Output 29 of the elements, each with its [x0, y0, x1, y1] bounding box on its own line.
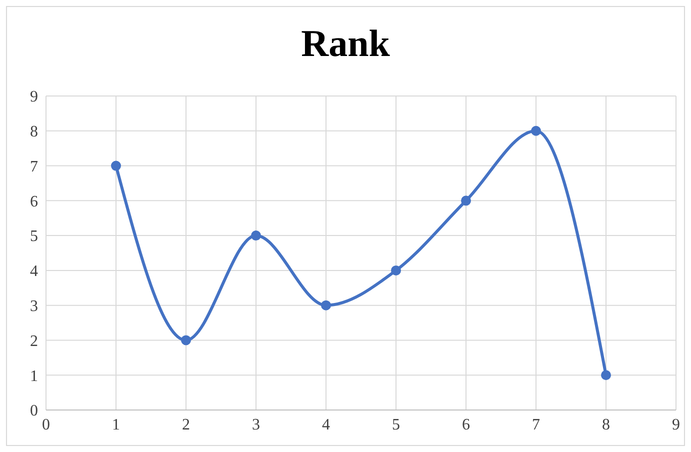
- y-tick-label: 4: [30, 263, 38, 280]
- point: [531, 126, 541, 136]
- y-tick-label: 1: [30, 368, 38, 385]
- x-tick-label: 3: [252, 416, 260, 434]
- y-tick-label: 5: [30, 228, 38, 246]
- x-tick-label: 9: [672, 416, 680, 434]
- point: [601, 370, 611, 380]
- point: [321, 300, 331, 310]
- y-tick-label: 9: [30, 88, 38, 106]
- point: [461, 196, 471, 206]
- y-tick-label: 6: [30, 193, 38, 210]
- point: [111, 160, 121, 171]
- x-tick-label: 1: [112, 416, 120, 434]
- x-tick-label: 4: [322, 416, 330, 434]
- x-tick-label: 5: [392, 416, 400, 434]
- chart-title: Rank: [300, 22, 391, 66]
- y-tick-label: 2: [30, 332, 38, 350]
- point: [391, 265, 401, 276]
- x-tick-label: 8: [602, 416, 610, 434]
- x-tick-label: 2: [182, 416, 190, 434]
- x-tick-label: 0: [42, 416, 50, 434]
- y-tick-label: 7: [30, 158, 38, 176]
- y-tick-label: 0: [30, 402, 38, 420]
- x-tick-label: 7: [532, 416, 540, 434]
- x-tick-label: 6: [462, 416, 470, 434]
- y-tick-label: 3: [30, 298, 38, 316]
- point: [181, 335, 191, 346]
- point: [251, 230, 261, 241]
- y-tick-label: 8: [30, 124, 38, 141]
